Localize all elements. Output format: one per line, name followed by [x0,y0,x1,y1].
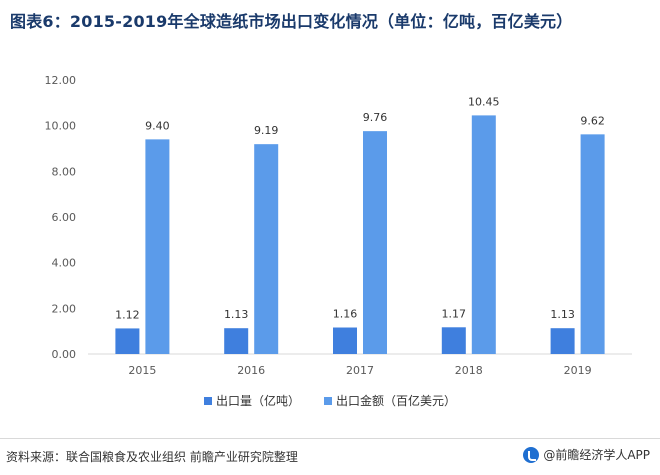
bar [550,328,575,354]
x-tick-label: 2019 [564,364,592,377]
x-axis: 2015 2016 2017 2018 2019 [88,353,632,377]
legend-label-value: 出口金额（百亿美元） [336,394,457,408]
data-label: 9.76 [363,111,388,124]
data-label: 1.16 [333,308,358,321]
legend-item-value: 出口金额（百亿美元） [324,392,456,409]
legend-item-volume: 出口量（亿吨） [203,392,300,409]
footer-divider [0,438,660,439]
data-label: 1.12 [115,308,140,321]
data-label: 1.13 [550,308,575,321]
y-tick-label: 2.00 [52,302,77,315]
legend-label-volume: 出口量（亿吨） [215,394,300,408]
legend-swatch-volume [203,396,212,405]
legend-swatch-value [324,396,332,405]
bars [115,115,605,355]
brand-text: @前瞻经济学人APP [543,448,650,462]
legend: 出口量（亿吨） 出口金额（百亿美元） [0,392,660,409]
bar [115,328,140,354]
data-label: 1.13 [224,308,249,321]
bar [363,131,387,354]
bar [224,328,249,354]
y-tick-label: 6.00 [52,211,77,224]
y-tick-label: 12.00 [45,74,77,87]
bar [333,327,357,354]
bar [471,115,496,355]
bar [254,144,279,354]
data-labels: 1.12 9.40 1.13 9.19 1.16 9.76 1.17 10.45 1.13 9.6… [115,95,605,321]
x-tick-label: 2016 [237,364,265,377]
bar [580,134,605,354]
data-label: 9.40 [145,119,170,132]
y-tick-label: 4.00 [52,257,77,270]
y-tick-label: 10.00 [45,120,77,133]
brand-logo-icon [523,446,540,463]
bar [441,327,466,354]
y-tick-label: 0.00 [52,348,77,361]
data-label: 9.19 [254,124,279,137]
data-label: 1.17 [442,307,467,320]
x-tick-label: 2017 [346,364,374,377]
source-note: 资料来源：联合国粮食及农业组织 前瞻产业研究院整理 [6,450,298,464]
x-tick-label: 2018 [455,364,483,377]
bar [145,139,170,354]
y-tick-label: 8.00 [52,165,77,178]
data-label: 10.45 [468,95,500,108]
x-tick-label: 2015 [128,364,156,377]
data-label: 9.62 [580,114,605,127]
brand-attribution: @前瞻经济学人APP [523,446,650,463]
y-axis: 0.00 2.00 4.00 6.00 8.00 10.00 12.00 [45,74,77,361]
chart-title: 图表6：2015-2019年全球造纸市场出口变化情况（单位：亿吨，百亿美元） [10,12,573,31]
